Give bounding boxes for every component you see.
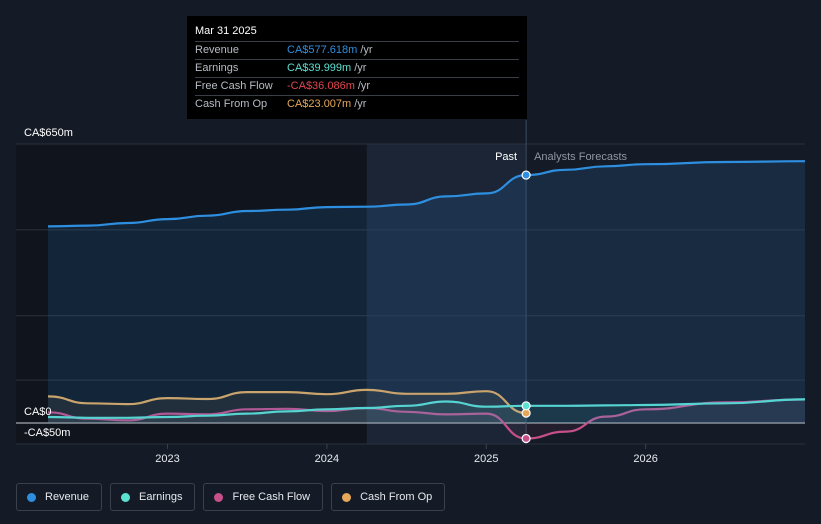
tooltip-label: Free Cash Flow — [195, 80, 273, 92]
revenue-forecast-line — [526, 160, 806, 177]
cash-from-op-dot-icon — [342, 492, 352, 502]
earnings-forecast-line — [526, 398, 806, 407]
tooltip-row-free-cash-flow: Free Cash Flow -CA$36.086m /yr — [195, 77, 519, 95]
forecast-region-label: Analysts Forecasts — [534, 151, 627, 163]
tooltip-value: CA$23.007m — [287, 98, 352, 110]
x-tick-label: 2023 — [155, 453, 179, 465]
y-tick-label-top: CA$650m — [24, 127, 73, 139]
legend-item-earnings[interactable]: Earnings — [110, 483, 196, 511]
past-region-label: Past — [495, 151, 517, 163]
tooltip-value: CA$577.618m — [287, 44, 358, 56]
tooltip: Mar 31 2025 Revenue CA$577.618m /yr Earn… — [187, 16, 527, 119]
legend: Revenue Earnings Free Cash Flow Cash Fro… — [16, 483, 446, 511]
tooltip-label: Earnings — [195, 62, 239, 74]
free-cash-flow-marker[interactable] — [521, 433, 531, 444]
legend-item-revenue[interactable]: Revenue — [16, 483, 103, 511]
revenue-area — [48, 161, 805, 423]
y-tick-label-zero: CA$0 — [24, 406, 52, 418]
tooltip-label: Revenue — [195, 44, 240, 56]
tooltip-unit: /yr — [354, 62, 367, 74]
cash-from-op-past-line — [47, 388, 527, 415]
revenue-past-line — [47, 174, 527, 228]
x-tick-label: 2025 — [474, 453, 498, 465]
legend-label: Revenue — [45, 491, 90, 503]
earnings-area — [48, 399, 805, 423]
legend-label: Earnings — [139, 491, 183, 503]
free-cash-flow-past-line — [47, 406, 527, 440]
earnings-dot-icon — [121, 492, 131, 502]
earnings-past-line — [47, 400, 527, 419]
tooltip-value: -CA$36.086m — [287, 80, 355, 92]
tooltip-value: CA$39.999m — [287, 62, 352, 74]
tooltip-row-cash-from-op: Cash From Op CA$23.007m /yr — [195, 95, 519, 113]
free-cash-flow-area — [48, 399, 805, 439]
tooltip-label: Cash From Op — [195, 98, 268, 110]
tooltip-unit: /yr — [360, 44, 373, 56]
tooltip-unit: /yr — [354, 98, 367, 110]
tooltip-unit: /yr — [357, 80, 371, 92]
legend-item-cash-from-op[interactable]: Cash From Op — [331, 483, 446, 511]
y-tick-label-negative: -CA$50m — [24, 427, 70, 439]
tooltip-date: Mar 31 2025 — [195, 25, 257, 37]
earnings-marker[interactable] — [521, 401, 531, 411]
legend-label: Free Cash Flow — [232, 491, 311, 503]
free-cash-flow-dot-icon — [214, 492, 224, 502]
x-tick-label: 2026 — [633, 453, 657, 465]
legend-item-free-cash-flow[interactable]: Free Cash Flow — [203, 483, 324, 511]
revenue-dot-icon — [27, 492, 36, 502]
tooltip-row-earnings: Earnings CA$39.999m /yr — [195, 59, 519, 77]
legend-label: Cash From Op — [360, 491, 433, 503]
x-tick-label: 2024 — [315, 453, 339, 465]
tooltip-row-revenue: Revenue CA$577.618m /yr — [195, 41, 519, 59]
revenue-marker[interactable] — [521, 170, 531, 180]
